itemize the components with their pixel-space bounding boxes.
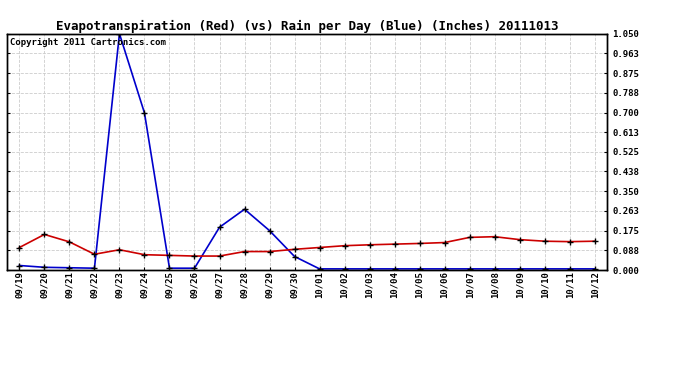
Text: Copyright 2011 Cartronics.com: Copyright 2011 Cartronics.com [10, 39, 166, 48]
Title: Evapotranspiration (Red) (vs) Rain per Day (Blue) (Inches) 20111013: Evapotranspiration (Red) (vs) Rain per D… [56, 20, 558, 33]
